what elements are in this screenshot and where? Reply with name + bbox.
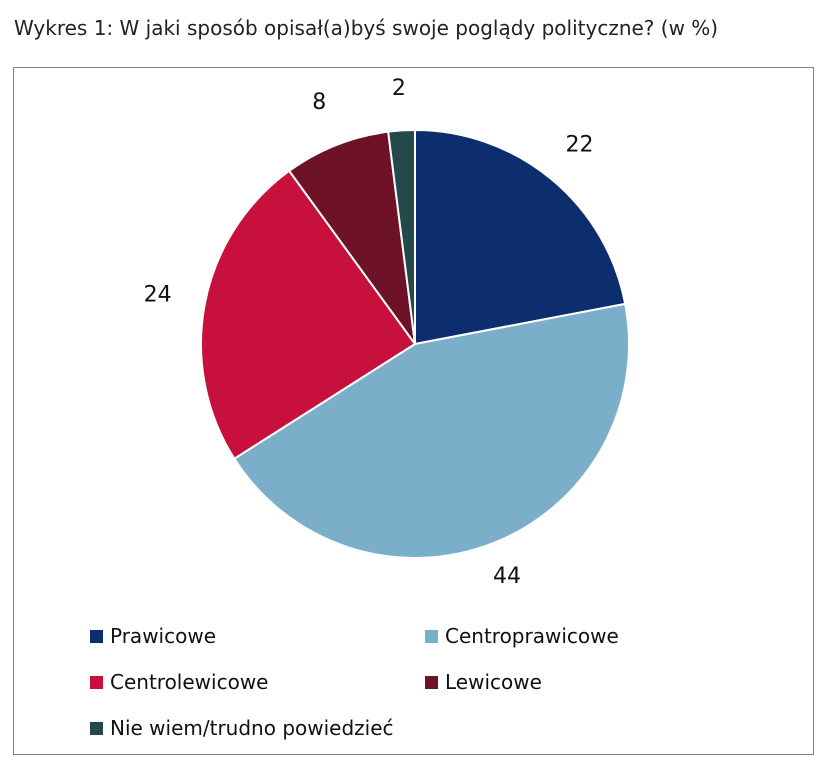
- legend-item-5: Nie wiem/trudno powiedzieć: [90, 716, 394, 740]
- pie-slice-4: [287, 130, 416, 345]
- pie-slice-3: [200, 169, 417, 461]
- data-label-2: 44: [493, 564, 521, 589]
- legend-swatch: [90, 629, 103, 643]
- legend-label: Prawicowe: [110, 624, 216, 648]
- data-label-1: 22: [565, 133, 593, 158]
- legend-swatch: [90, 675, 103, 689]
- pie-slice-2: [232, 302, 630, 559]
- legend-swatch: [90, 721, 103, 735]
- legend-label: Lewicowe: [445, 670, 542, 694]
- legend-item-2: Centroprawicowe: [425, 624, 619, 648]
- pie-slice-1: [414, 128, 627, 346]
- legend-swatch: [425, 675, 438, 689]
- legend-label: Centroprawicowe: [445, 624, 619, 648]
- data-label-3: 24: [144, 282, 172, 307]
- legend-item-1: Prawicowe: [90, 624, 216, 648]
- legend-label: Nie wiem/trudno powiedzieć: [110, 716, 394, 740]
- pie-slice-5: [387, 128, 416, 345]
- legend-item-3: Centrolewicowe: [90, 670, 268, 694]
- data-label-5: 2: [392, 76, 406, 101]
- data-label-4: 8: [312, 90, 326, 115]
- legend-item-4: Lewicowe: [425, 670, 542, 694]
- chart-title: Wykres 1: W jaki sposób opisał(a)byś swo…: [14, 16, 719, 40]
- legend-label: Centrolewicowe: [110, 670, 269, 694]
- legend-swatch: [425, 629, 438, 643]
